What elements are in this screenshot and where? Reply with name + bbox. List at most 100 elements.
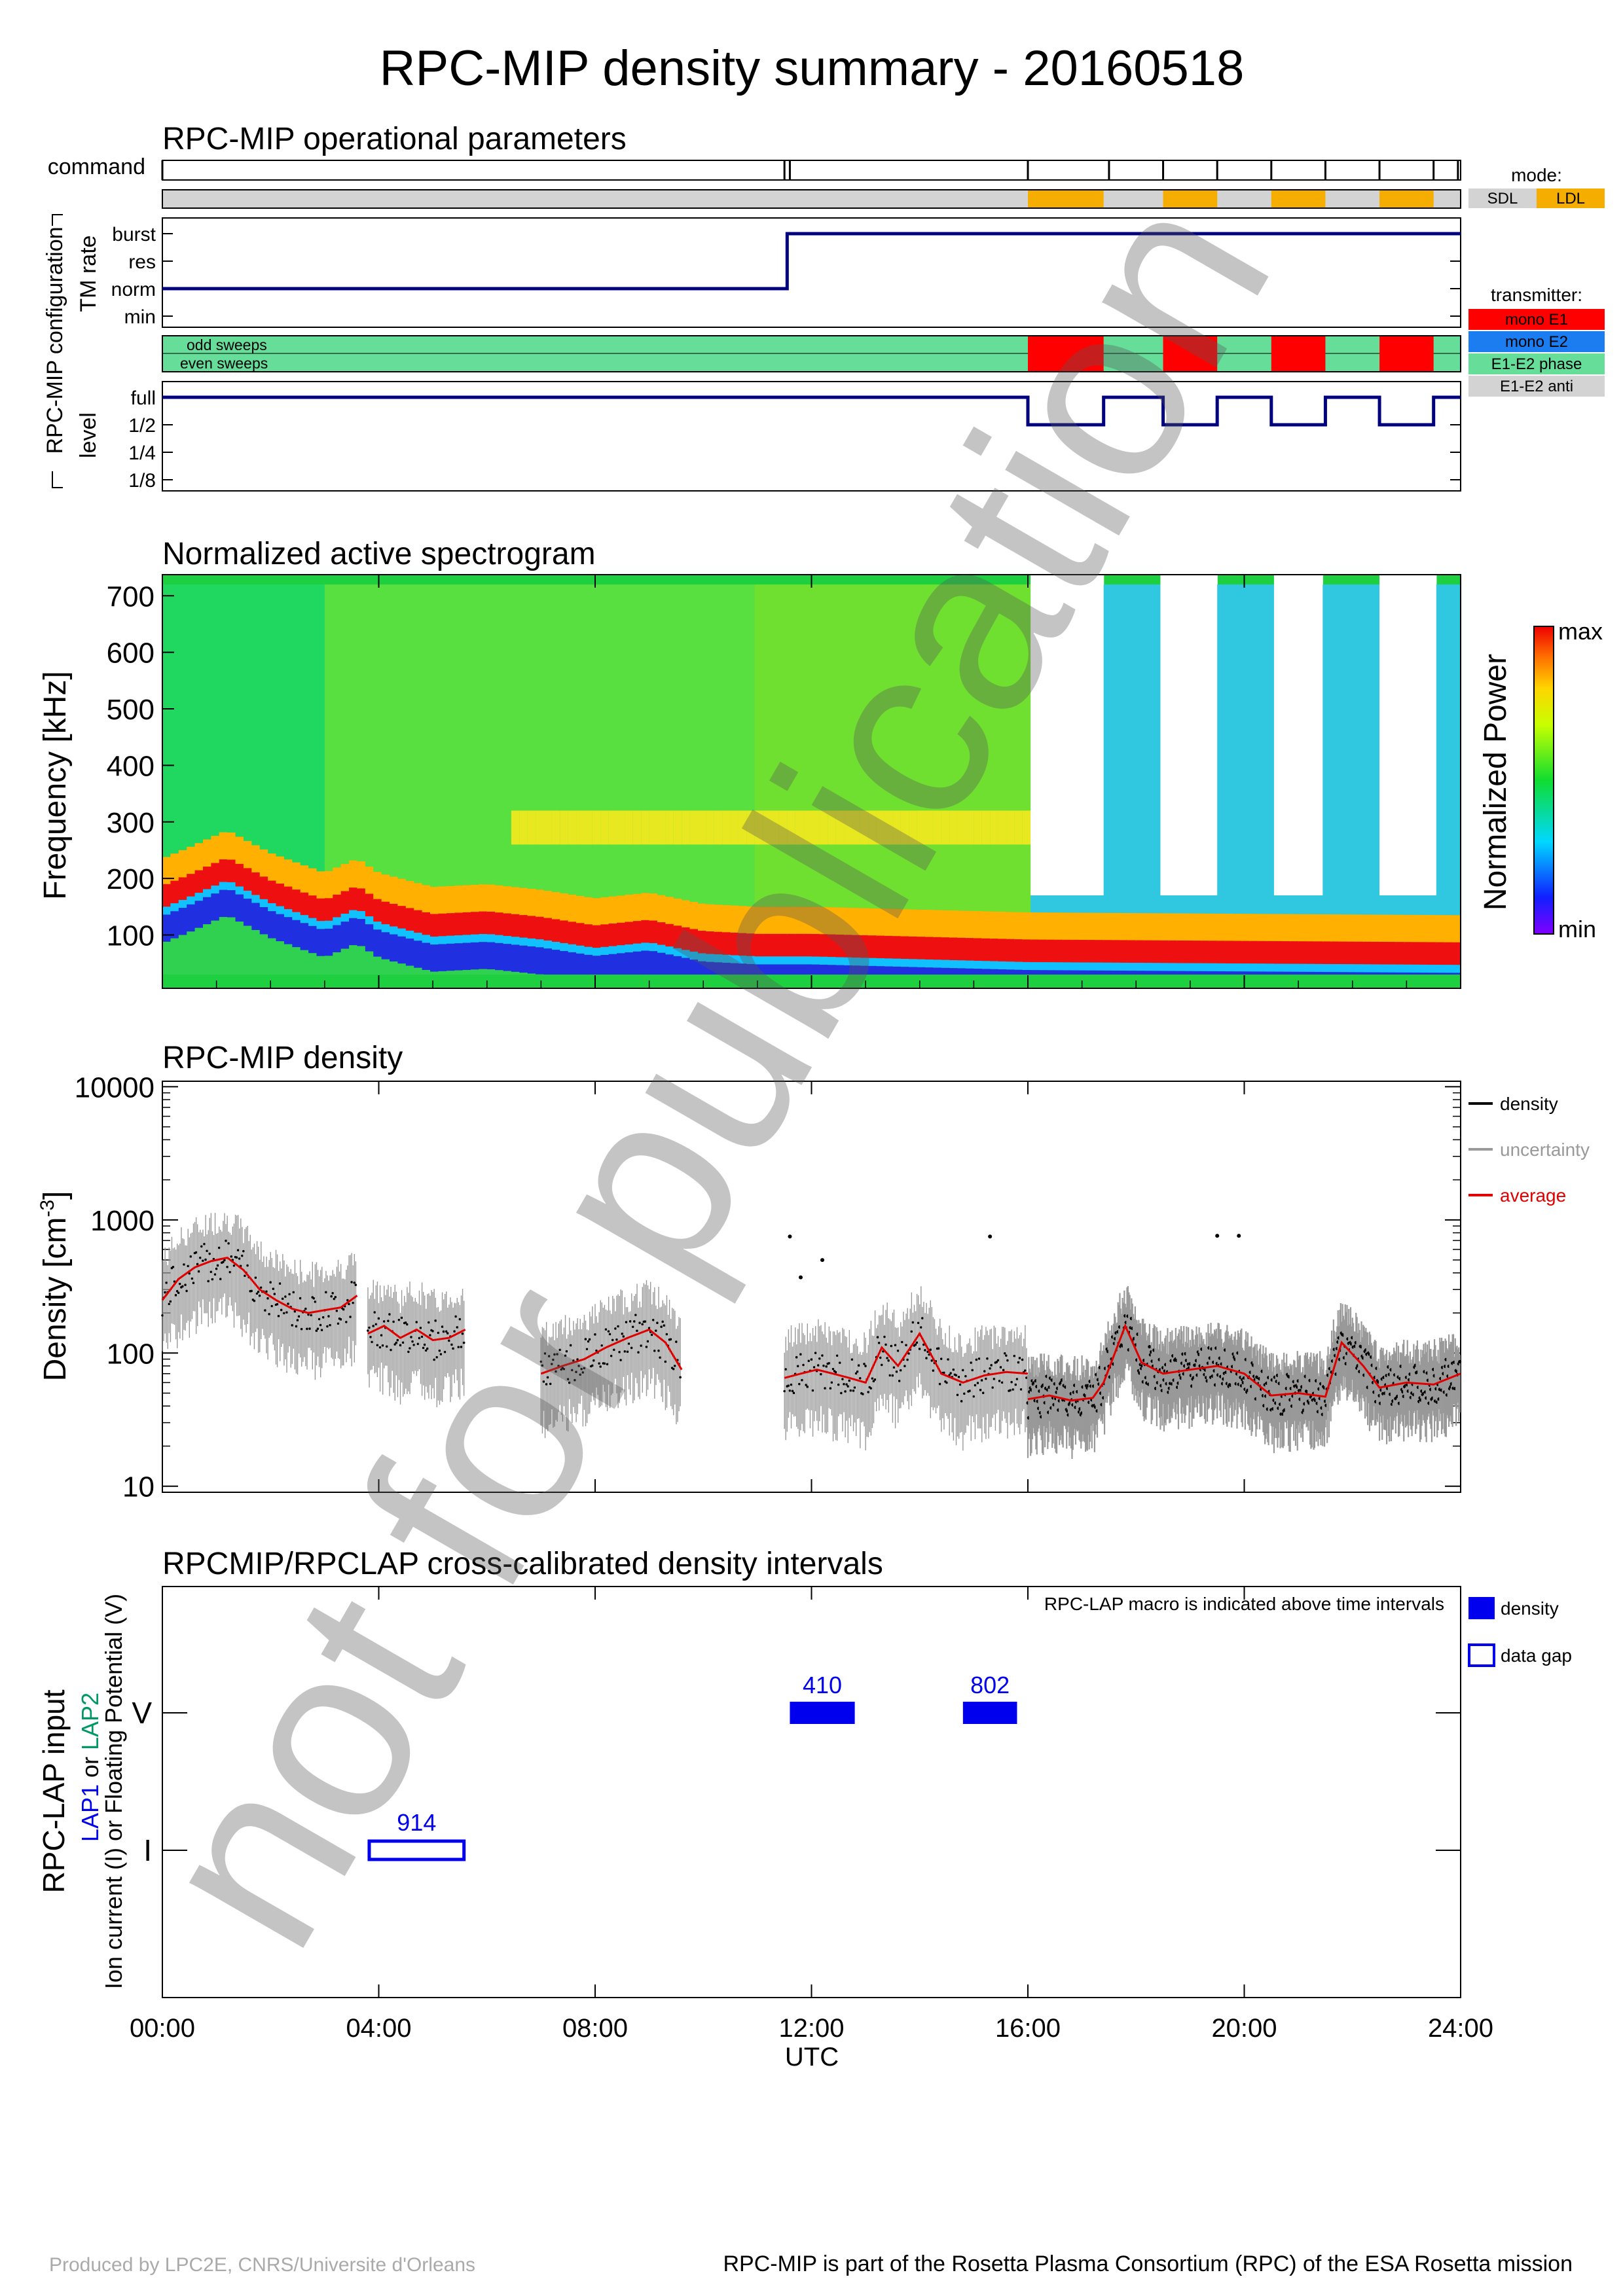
density-point <box>172 1265 175 1268</box>
spectrogram-plasma-line <box>763 933 772 957</box>
spectrogram-low-band <box>1290 971 1299 975</box>
spectrogram-low-band <box>778 964 788 975</box>
density-point <box>1014 1383 1017 1386</box>
spectrogram-plasma-line <box>1290 941 1299 964</box>
spectrogram-bottom-band <box>162 941 171 975</box>
spectrogram-plasma-line <box>479 911 488 935</box>
density-point <box>802 1363 805 1367</box>
spectrogram-cyan-band <box>1436 965 1445 973</box>
spectrogram-bottom-band <box>211 920 220 975</box>
spectrogram-low-band <box>1225 971 1234 975</box>
density-point <box>457 1346 460 1348</box>
spectrogram-harmonic-band <box>795 810 804 845</box>
spectrogram-harmonic-band <box>990 810 999 845</box>
spectrogram-cyan-band <box>316 921 325 929</box>
density-point <box>641 1323 644 1326</box>
spectrogram-upper-band <box>1379 895 1389 915</box>
spectrogram-cyan-band <box>632 943 642 952</box>
spectrogram-cyan-band <box>584 946 593 955</box>
lap-ylabel-sub: Ion current (I) or Floating Potential (V… <box>100 1594 127 1989</box>
density-point <box>580 1367 583 1371</box>
spectrogram-cyan-band <box>917 959 926 967</box>
spectrogram-low-band <box>771 964 780 975</box>
spectrogram-plasma-line <box>795 933 804 957</box>
operational-title: RPC-MIP operational parameters <box>162 122 627 156</box>
spectrogram-low-band <box>324 928 333 956</box>
spectrogram-cyan-band <box>592 948 601 956</box>
spectrogram-halo-band <box>1241 914 1250 942</box>
density-point <box>235 1256 238 1259</box>
density-point <box>1015 1378 1019 1380</box>
spectrogram-cyan-band <box>689 952 699 960</box>
spectrogram-plasma-line <box>925 937 934 960</box>
spectrogram-plasma-line <box>1298 941 1307 964</box>
spectrogram-low-band <box>981 969 991 975</box>
spectrogram-low-band <box>795 964 804 975</box>
spectrogram-low-band <box>1120 971 1129 975</box>
spectrogram-bottom-band <box>495 970 504 975</box>
spectrogram-low-band <box>1395 972 1404 975</box>
density-point <box>277 1314 280 1318</box>
spectrogram-halo-band <box>998 911 1007 941</box>
spectrogram-plasma-line <box>1371 941 1380 965</box>
spectrogram-halo-band <box>617 895 626 924</box>
spectrogram-halo-band <box>162 857 171 886</box>
spectrogram-upper-band <box>503 584 512 887</box>
density-point <box>599 1365 602 1368</box>
density-point <box>296 1319 299 1321</box>
mode-ldl-intervals <box>1028 190 1434 207</box>
density-point <box>975 1358 978 1361</box>
spectrogram-upper-band <box>1330 584 1340 915</box>
spectrogram-cyan-band <box>251 895 261 903</box>
spectrogram-harmonic-band <box>689 810 699 845</box>
spectrogram-halo-band <box>1184 913 1194 942</box>
spectrogram-plasma-line <box>446 913 455 936</box>
density-point <box>834 1371 837 1374</box>
density-point <box>614 1327 617 1330</box>
spectrogram-bottom-band <box>316 956 325 975</box>
spectrogram-halo-band <box>1249 914 1258 942</box>
spectrogram-plasma-line <box>324 898 333 921</box>
density-point <box>587 1340 590 1343</box>
spectrogram-cyan-band <box>227 882 236 891</box>
spectrogram-plasma-line <box>730 932 739 956</box>
spectrogram-cyan-band <box>568 944 577 952</box>
spectrogram-halo-band <box>860 908 869 937</box>
density-point <box>825 1365 828 1368</box>
spectrogram-plasma-line <box>1412 942 1421 965</box>
density-point <box>989 1367 991 1370</box>
spectrogram-upper-band <box>600 584 610 897</box>
spectrogram-plasma-line <box>276 884 285 906</box>
spectrogram-plasma-line <box>1006 939 1015 962</box>
spectrogram-cyan-band <box>682 950 691 958</box>
spectrogram-upper-band <box>1136 584 1145 914</box>
mode-ldl-interval <box>1163 190 1218 207</box>
density-point <box>246 1264 249 1267</box>
spectrogram-cyan-band <box>900 959 909 967</box>
density-point <box>276 1302 279 1306</box>
density-point <box>333 1297 336 1300</box>
spectrogram-low-band <box>349 918 358 946</box>
spectrogram-plasma-line <box>649 920 658 944</box>
spectrogram-harmonic-band <box>900 810 909 845</box>
spectrogram-upper-band <box>1452 584 1461 916</box>
density-point <box>253 1299 256 1302</box>
spectrogram-halo-band <box>1152 913 1161 942</box>
spectrogram-bottom-band <box>324 956 333 975</box>
colorbar-max: max <box>1558 618 1603 645</box>
density-point <box>382 1320 386 1323</box>
spectrogram-halo-band <box>1103 912 1112 941</box>
spectrogram-halo-band <box>1339 914 1348 943</box>
density-point <box>679 1376 682 1379</box>
spectrogram-harmonic-band <box>551 810 560 845</box>
density-point <box>452 1347 454 1350</box>
spectrogram-upper-band <box>405 584 414 881</box>
spectrogram-cyan-band <box>754 956 763 965</box>
spectrogram-plasma-line <box>1144 940 1153 963</box>
density-point <box>871 1377 874 1380</box>
spectrogram-low-band <box>933 967 942 975</box>
spectrogram-bottom-band <box>333 952 342 975</box>
spectrogram-plasma-line <box>495 912 504 935</box>
density-point <box>629 1320 632 1323</box>
density-point <box>213 1273 217 1276</box>
